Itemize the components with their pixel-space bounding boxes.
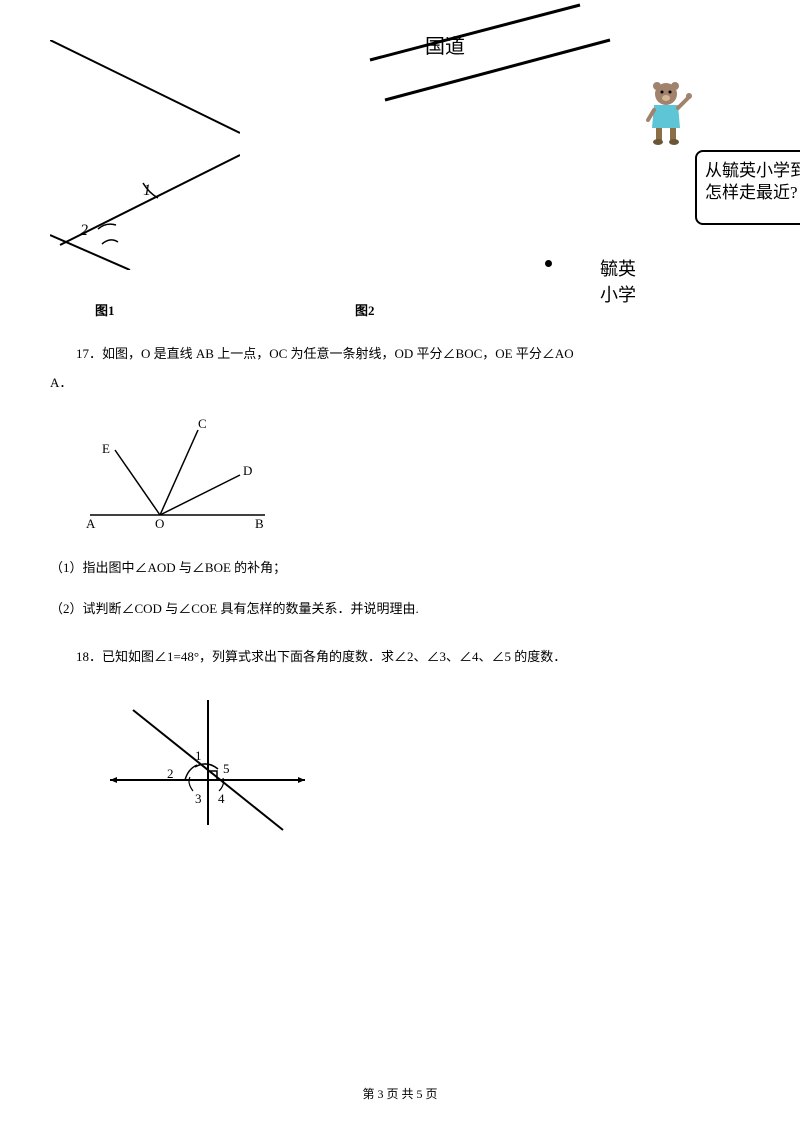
label-O: O xyxy=(155,516,164,530)
road-label: 国道 xyxy=(425,30,465,59)
label-1: 1 xyxy=(195,748,202,763)
question-18-text: 18．已知如图∠1=48°，列算式求出下面各角的度数．求∠2、∠3、∠4、∠5 … xyxy=(50,643,750,672)
question-18-diagram: 1 2 3 4 5 xyxy=(105,695,750,839)
angle-1-label: 1 xyxy=(143,182,151,199)
label-3: 3 xyxy=(195,791,202,806)
figure-2: 国道 从毓英小学到国道,怎样走最近? xyxy=(280,0,650,144)
angle-2-label: 2 xyxy=(80,222,88,239)
label-B: B xyxy=(255,516,264,530)
question-17-sub2: （2）试判断∠COD 与∠COE 具有怎样的数量关系．并说明理由. xyxy=(50,593,750,624)
school-point-icon xyxy=(545,260,552,267)
page-footer: 第 3 页 共 5 页 xyxy=(0,1085,800,1102)
label-D: D xyxy=(243,463,252,478)
question-17-diagram: A O B C D E xyxy=(80,415,750,534)
figure-1: 1 2 xyxy=(50,40,240,274)
bear-icon xyxy=(640,80,695,154)
label-E: E xyxy=(102,441,110,456)
question-17-text-cont: A． xyxy=(50,369,750,398)
figure-1-svg: 1 2 xyxy=(50,40,240,270)
label-C: C xyxy=(198,416,207,431)
road-svg xyxy=(280,0,650,140)
school-label: 毓英小学 xyxy=(600,255,650,307)
label-5: 5 xyxy=(223,761,230,776)
figure-2-caption: 图2 xyxy=(355,300,375,319)
speech-bubble: 从毓英小学到国道,怎样走最近? xyxy=(695,150,800,225)
figure-row: 1 2 图1 国道 xyxy=(50,0,750,290)
figure-1-caption: 图1 xyxy=(95,300,115,319)
label-4: 4 xyxy=(218,791,225,806)
label-A: A xyxy=(86,516,96,530)
label-2: 2 xyxy=(167,766,174,781)
question-17-sub1: （1）指出图中∠AOD 与∠BOE 的补角； xyxy=(50,552,750,583)
question-17-text: 17．如图，O 是直线 AB 上一点，OC 为任意一条射线，OD 平分∠BOC，… xyxy=(50,340,750,369)
